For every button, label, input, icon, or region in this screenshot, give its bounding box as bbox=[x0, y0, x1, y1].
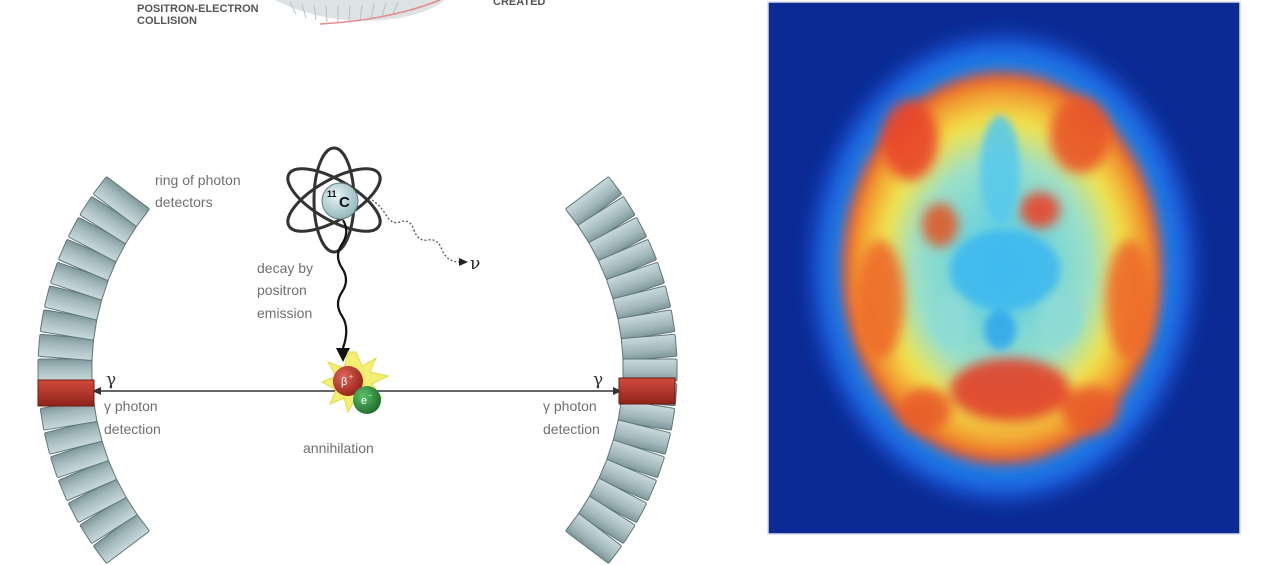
left-detector-block bbox=[68, 217, 127, 262]
left-detector-block bbox=[50, 439, 109, 478]
left-gamma-symbol: γ bbox=[106, 370, 116, 390]
right-detector-block bbox=[612, 419, 671, 455]
left-detection-line1: γ photon bbox=[104, 398, 158, 414]
right-detector-block bbox=[612, 285, 671, 321]
right-arrowhead bbox=[613, 387, 622, 395]
decay-label-line2: positron bbox=[257, 282, 307, 298]
left-detection-line2: detection bbox=[104, 421, 161, 437]
neutrino-symbol: ν bbox=[470, 254, 480, 274]
positron-symbol: β bbox=[341, 376, 347, 388]
left-detector-block bbox=[37, 333, 95, 361]
ring-label-line1: ring of photon bbox=[155, 172, 241, 188]
isotope-symbol: C bbox=[339, 194, 350, 211]
electron-charge: − bbox=[368, 393, 372, 400]
right-detector-block bbox=[606, 439, 665, 478]
right-detector-block bbox=[617, 309, 676, 341]
left-detector-block bbox=[79, 496, 138, 544]
electron-particle bbox=[353, 386, 381, 414]
electron-symbol: e bbox=[361, 395, 367, 407]
top-illustration: POSITRON-ELECTRON COLLISION CREATED bbox=[137, 0, 545, 27]
decay-label-line3: emission bbox=[257, 305, 312, 321]
top-left-label-line1: POSITRON-ELECTRON bbox=[137, 3, 259, 15]
right-gamma-symbol: γ bbox=[593, 370, 603, 390]
right-detector-block bbox=[588, 217, 647, 262]
left-detector-block bbox=[44, 285, 103, 321]
left-detector-ring bbox=[37, 176, 150, 564]
annihilation-label: annihilation bbox=[303, 440, 374, 456]
isotope-mass-number: 11 bbox=[327, 189, 337, 199]
left-detector-block bbox=[93, 176, 150, 227]
right-detector-block bbox=[598, 239, 657, 281]
ring-label-line2: detectors bbox=[155, 194, 213, 210]
left-detector-block bbox=[68, 478, 127, 523]
right-detector-block bbox=[565, 513, 622, 564]
right-detector-block bbox=[577, 196, 636, 244]
positron-arrowhead bbox=[336, 348, 350, 362]
right-detector-ring bbox=[565, 176, 678, 564]
right-detection-line2: detection bbox=[543, 421, 600, 437]
right-detector-block bbox=[620, 333, 678, 361]
positron-charge: + bbox=[349, 374, 353, 381]
left-detector-block bbox=[93, 513, 150, 564]
left-detector-block bbox=[58, 459, 117, 501]
left-active-detector bbox=[37, 379, 95, 407]
left-detector-block bbox=[39, 309, 98, 341]
top-left-label-line2: COLLISION bbox=[137, 15, 197, 27]
right-detector-block bbox=[588, 478, 647, 523]
neutrino-path bbox=[371, 199, 461, 263]
right-detector-block bbox=[577, 496, 636, 544]
right-detector-block bbox=[565, 176, 622, 227]
right-detector-block bbox=[598, 459, 657, 501]
right-detection-line1: γ photon bbox=[543, 398, 597, 414]
annihilation-event: β + e − bbox=[320, 351, 390, 414]
left-detector-block bbox=[44, 419, 103, 455]
left-detector-block bbox=[58, 239, 117, 281]
positron-particle bbox=[333, 366, 363, 396]
left-arrowhead bbox=[92, 387, 101, 395]
top-right-label-partial: CREATED bbox=[493, 0, 545, 8]
decay-label-line1: decay by bbox=[257, 260, 313, 276]
carbon-11-atom: 11 C bbox=[286, 146, 382, 254]
pet-brain-scan-image bbox=[767, 1, 1241, 535]
right-detector-block bbox=[606, 262, 665, 301]
left-detector-block bbox=[37, 358, 93, 382]
left-detector-block bbox=[50, 262, 109, 301]
positron-path bbox=[336, 219, 348, 349]
neutrino-arrowhead bbox=[459, 258, 468, 266]
left-detector-block bbox=[79, 196, 138, 244]
right-active-detector bbox=[618, 377, 676, 405]
